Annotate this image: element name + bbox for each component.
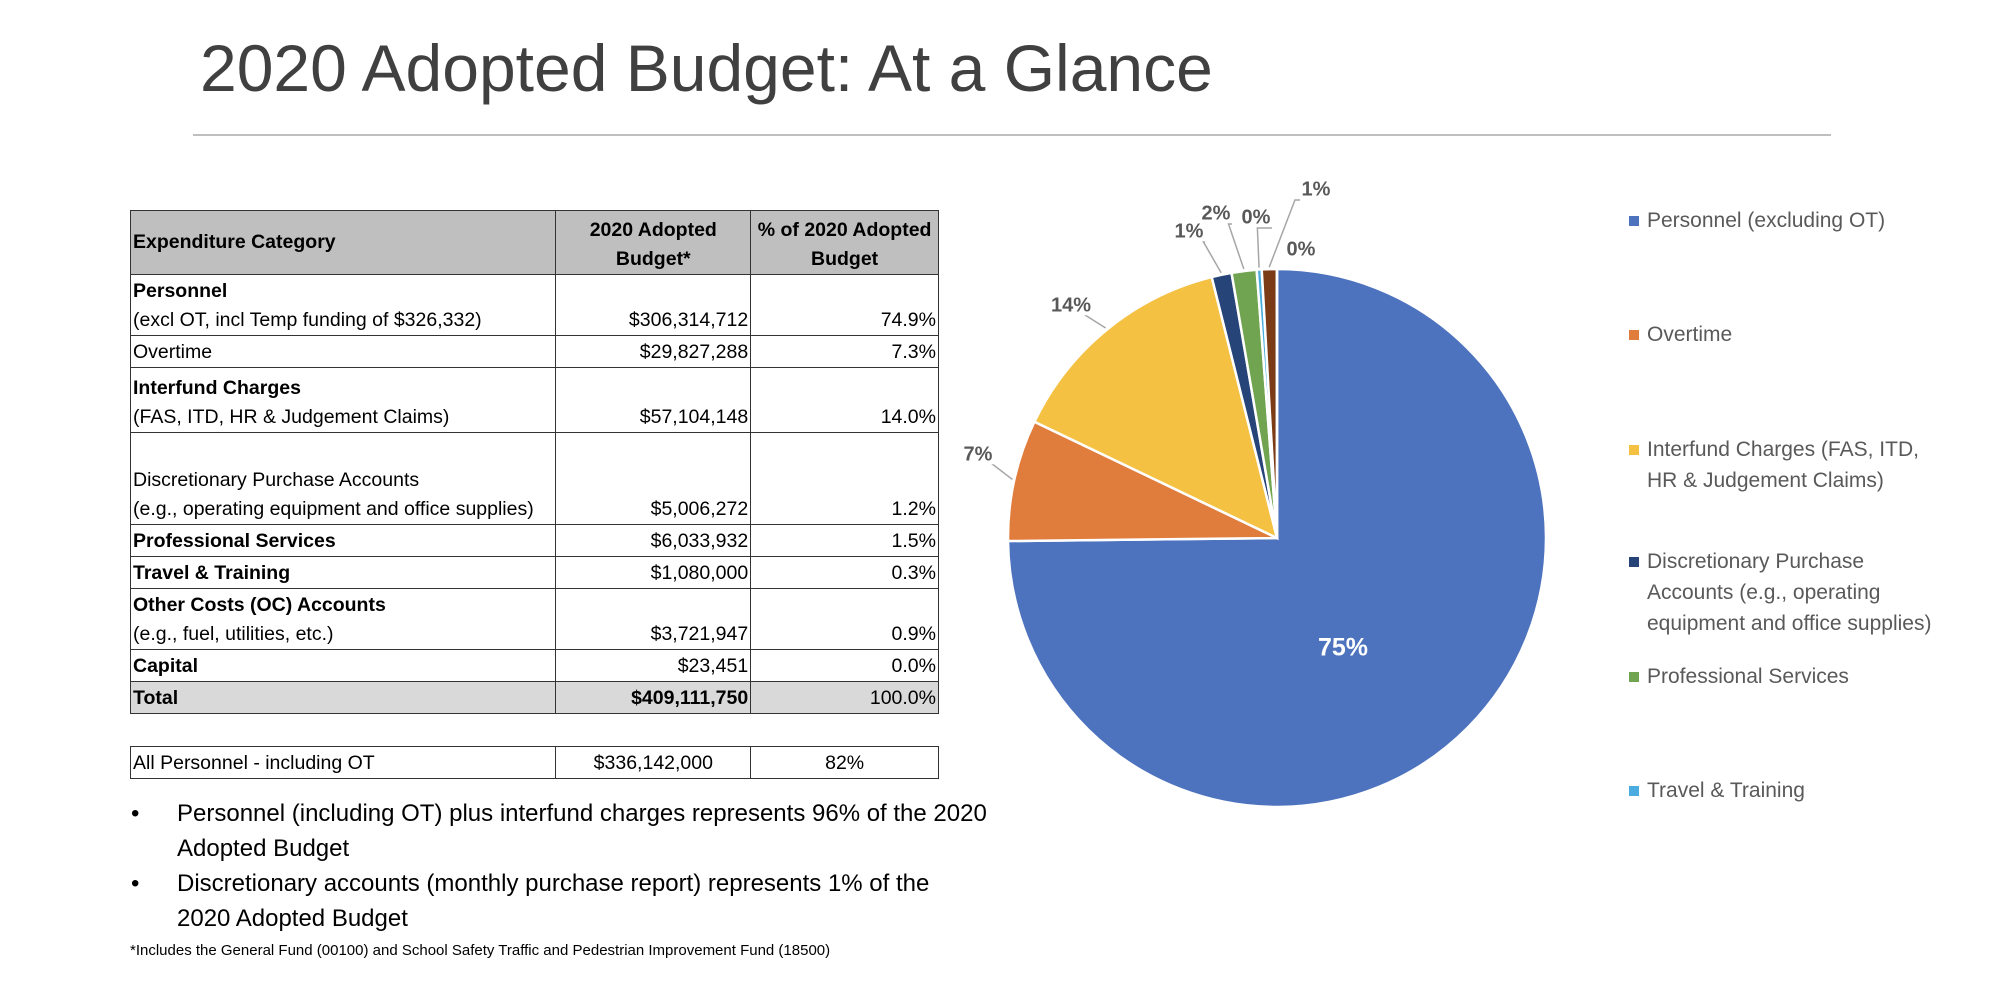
leader-line	[1268, 199, 1300, 268]
table-row: Other Costs (OC) Accounts (e.g., fuel, ut…	[129, 588, 939, 650]
data-label: 1%	[1302, 178, 1331, 200]
bullet-text: Personnel (including OT) plus interfund …	[177, 800, 987, 862]
category-name: Total	[133, 687, 179, 709]
category-cell: Discretionary Purchase Accounts (e.g., op…	[129, 432, 557, 525]
table-row: Total $409,111,750 100.0%	[129, 681, 939, 714]
legend-swatch	[1629, 786, 1639, 796]
budget-cell: $6,033,932	[555, 524, 752, 557]
table-row: Travel & Training $1,080,000 0.3%	[129, 556, 939, 589]
category-name: Capital	[133, 655, 199, 677]
category-name: Professional Services	[133, 530, 336, 552]
percent-cell: 74.9%	[750, 274, 939, 336]
category-detail: (e.g., fuel, utilities, etc.)	[133, 623, 334, 645]
summary-percent: 82%	[750, 746, 939, 779]
legend-entry: Discretionary Purchase Accounts (e.g., o…	[1629, 546, 1947, 639]
percent-cell: 1.2%	[750, 432, 939, 525]
leader-line	[1202, 241, 1222, 274]
legend-entry: Professional Services	[1629, 661, 1947, 692]
data-label: 1%	[1175, 220, 1204, 242]
summary-table: All Personnel - including OT $336,142,00…	[129, 746, 939, 779]
leader-line	[1256, 227, 1272, 268]
title-rule	[193, 134, 1831, 136]
summary-budget: $336,142,000	[555, 746, 752, 779]
table-row: Capital $23,451 0.0%	[129, 649, 939, 682]
legend-entry: Overtime	[1629, 319, 1947, 350]
percent-cell: 100.0%	[750, 681, 939, 714]
header-cell: % of 2020 Adopted Budget	[750, 210, 939, 275]
legend-label: Interfund Charges (FAS, ITD, HR & Judgem…	[1647, 438, 1919, 492]
category-name: Other Costs (OC) Accounts	[133, 594, 386, 616]
leader-line	[1084, 315, 1107, 329]
legend-entry: Personnel (excluding OT)	[1629, 205, 1947, 236]
data-label: 2%	[1202, 202, 1231, 224]
budget-cell: $57,104,148	[555, 367, 752, 433]
budget-cell: $3,721,947	[555, 588, 752, 650]
leader-line	[1227, 223, 1245, 270]
legend-label: Travel & Training	[1647, 779, 1805, 802]
slide-title: 2020 Adopted Budget: At a Glance	[200, 31, 1213, 105]
percent-cell: 7.3%	[750, 335, 939, 368]
data-label: 75%	[1318, 634, 1368, 662]
table-row: Interfund Charges (FAS, ITD, HR & Judgeme…	[129, 367, 939, 433]
category-name: Overtime	[133, 341, 213, 363]
bullet: • Discretionary accounts (monthly purchas…	[131, 870, 930, 932]
category-name: Personnel	[133, 280, 228, 302]
legend-label: Discretionary Purchase Accounts (e.g., o…	[1647, 550, 1932, 635]
percent-cell: 0.3%	[750, 556, 939, 589]
budget-cell: $23,451	[555, 649, 752, 682]
legend-swatch	[1629, 330, 1639, 340]
legend-label: Professional Services	[1647, 665, 1849, 688]
category-cell: Capital	[129, 649, 557, 682]
category-cell: Travel & Training	[129, 556, 557, 589]
legend-label: Personnel (excluding OT)	[1647, 209, 1886, 232]
percent-cell: 0.9%	[750, 588, 939, 650]
legend-swatch	[1629, 445, 1639, 455]
percent-cell: 14.0%	[750, 367, 939, 433]
category-name: Discretionary Purchase Accounts	[133, 469, 420, 491]
category-cell: Professional Services	[129, 524, 557, 557]
data-label: 0%	[1287, 238, 1316, 260]
budget-cell: $306,314,712	[555, 274, 752, 336]
budget-table: Expenditure Category 2020 Adopted Budget…	[129, 210, 939, 714]
legend-label: Overtime	[1647, 323, 1733, 346]
header-row: Expenditure Category 2020 Adopted Budget…	[129, 210, 939, 275]
category-name: Interfund Charges	[133, 377, 301, 399]
category-detail: (FAS, ITD, HR & Judgement Claims)	[133, 406, 450, 428]
pie-slice	[1032, 275, 1279, 541]
budget-cell: $1,080,000	[555, 556, 752, 589]
bullet-text: Discretionary accounts (monthly purchase…	[177, 870, 930, 932]
category-detail: (e.g., operating equipment and office su…	[133, 498, 534, 520]
category-cell: Other Costs (OC) Accounts (e.g., fuel, ut…	[129, 588, 557, 650]
data-label: 14%	[1051, 294, 1091, 316]
table-row: Discretionary Purchase Accounts (e.g., op…	[129, 432, 939, 525]
legend-swatch	[1629, 557, 1639, 567]
header-cell: Expenditure Category	[129, 210, 557, 275]
percent-cell: 0.0%	[750, 649, 939, 682]
category-detail: (excl OT, incl Temp funding of $326,332)	[133, 309, 482, 331]
table-row: Personnel (excl OT, incl Temp funding of …	[129, 274, 939, 336]
data-label: 7%	[964, 443, 993, 465]
bullet: • Personnel (including OT) plus interfund…	[131, 800, 987, 862]
summary-row: All Personnel - including OT $336,142,00…	[129, 746, 939, 779]
category-cell: Overtime	[129, 335, 557, 368]
category-cell: Interfund Charges (FAS, ITD, HR & Judgeme…	[129, 367, 557, 433]
footnote: *Includes the General Fund (00100) and S…	[130, 942, 831, 959]
summary-category: All Personnel - including OT	[129, 746, 557, 779]
legend-swatch	[1629, 216, 1639, 226]
budget-cell: $5,006,272	[555, 432, 752, 525]
legend-entry: Travel & Training	[1629, 775, 1947, 806]
category-cell: Total	[129, 681, 557, 714]
category-name: Travel & Training	[133, 562, 291, 584]
legend-swatch	[1629, 672, 1639, 682]
pie-slice	[1006, 420, 1278, 543]
legend-entry: Interfund Charges (FAS, ITD, HR & Judgem…	[1629, 434, 1947, 496]
leader-line	[991, 464, 1013, 481]
header-cell: 2020 Adopted Budget*	[555, 210, 752, 275]
data-label: 0%	[1242, 206, 1271, 228]
category-cell: Personnel (excl OT, incl Temp funding of …	[129, 274, 557, 336]
budget-cell: $409,111,750	[555, 681, 752, 714]
